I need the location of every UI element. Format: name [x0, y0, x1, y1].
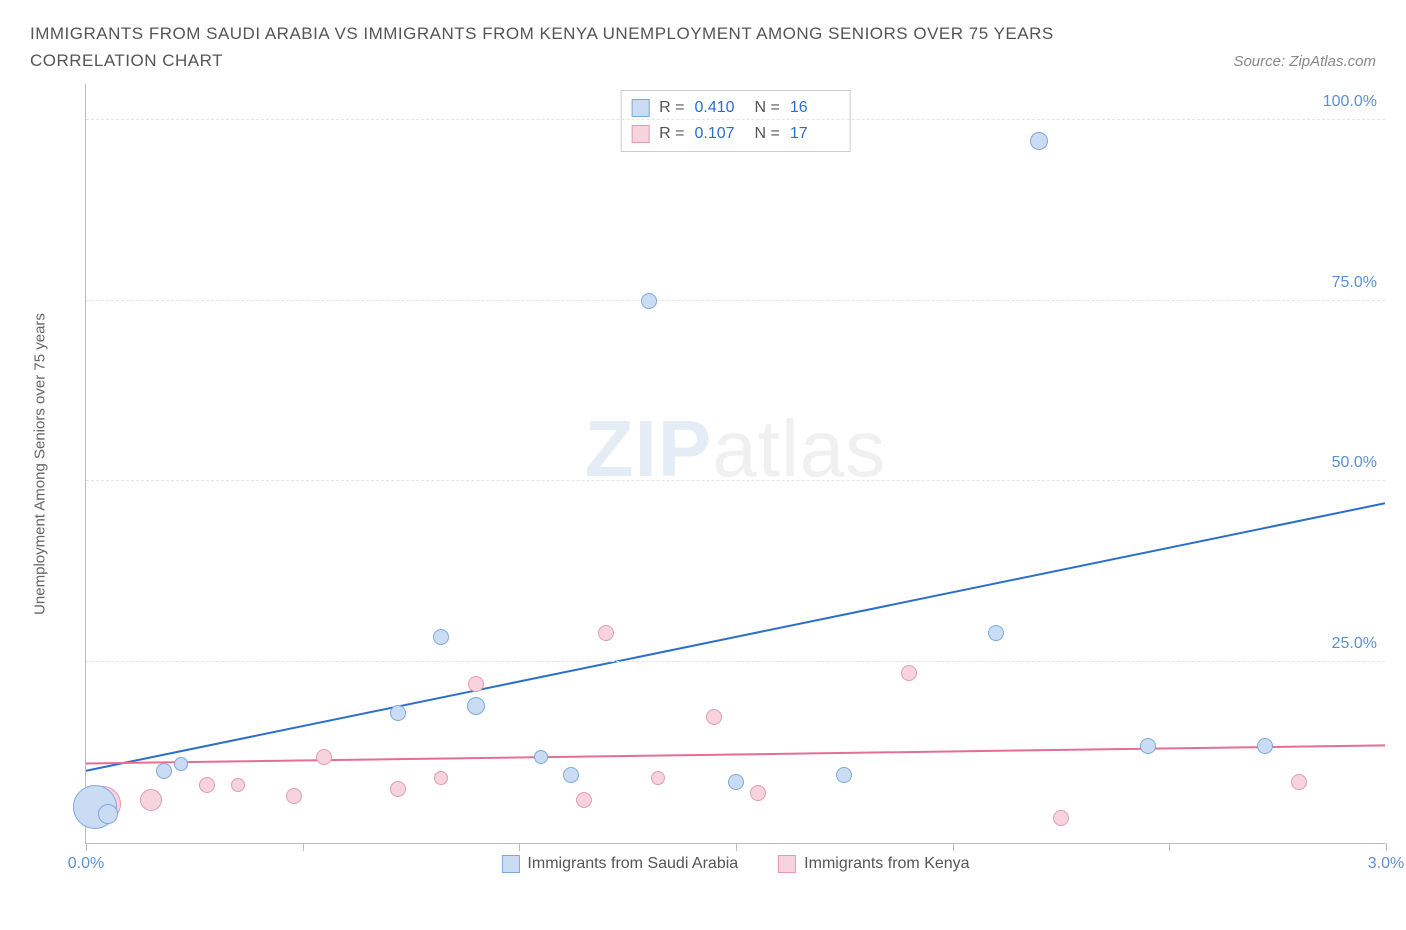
data-point-kenya — [434, 771, 448, 785]
swatch-saudi-icon — [501, 855, 519, 873]
x-tick — [736, 843, 737, 851]
data-point-saudi — [467, 697, 485, 715]
y-tick-label: 50.0% — [1332, 454, 1377, 472]
data-point-kenya — [598, 625, 614, 641]
r-value-kenya: 0.107 — [695, 121, 745, 147]
data-point-saudi — [174, 757, 188, 771]
legend-label-saudi: Immigrants from Saudi Arabia — [527, 855, 738, 873]
legend-stats-box: R = 0.410 N = 16 R = 0.107 N = 17 — [620, 90, 851, 151]
title-block: IMMIGRANTS FROM SAUDI ARABIA VS IMMIGRAN… — [30, 20, 1376, 74]
data-point-saudi — [98, 804, 118, 824]
legend-item-kenya: Immigrants from Kenya — [778, 855, 969, 873]
data-point-kenya — [286, 788, 302, 804]
data-point-saudi — [534, 750, 548, 764]
legend-stats-row-kenya: R = 0.107 N = 17 — [631, 121, 840, 147]
trend-line-kenya — [86, 746, 1385, 764]
x-tick — [519, 843, 520, 851]
x-tick — [953, 843, 954, 851]
chart-title-line1: IMMIGRANTS FROM SAUDI ARABIA VS IMMIGRAN… — [30, 20, 1376, 47]
n-label: N = — [755, 121, 780, 147]
y-tick-label: 100.0% — [1323, 93, 1377, 111]
gridline — [86, 661, 1385, 662]
data-point-saudi — [390, 705, 406, 721]
data-point-saudi — [836, 767, 852, 783]
gridline — [86, 119, 1385, 120]
swatch-kenya-icon — [778, 855, 796, 873]
data-point-saudi — [563, 767, 579, 783]
data-point-saudi — [728, 774, 744, 790]
data-point-kenya — [1053, 810, 1069, 826]
x-tick — [1386, 843, 1387, 851]
data-point-saudi — [1140, 738, 1156, 754]
data-point-saudi — [156, 763, 172, 779]
data-point-kenya — [199, 777, 215, 793]
trend-lines — [86, 84, 1385, 843]
legend-label-kenya: Immigrants from Kenya — [804, 855, 969, 873]
chart-title-line2: CORRELATION CHART — [30, 47, 223, 74]
data-point-saudi — [1030, 132, 1048, 150]
data-point-kenya — [390, 781, 406, 797]
x-tick-label: 0.0% — [68, 855, 104, 873]
r-value-saudi: 0.410 — [695, 95, 745, 121]
y-axis-title: Unemployment Among Seniors over 75 years — [32, 313, 49, 615]
plot-area: ZIPatlas R = 0.410 N = 16 R = 0.107 N = … — [85, 84, 1385, 844]
data-point-kenya — [576, 792, 592, 808]
data-point-saudi — [641, 293, 657, 309]
r-label: R = — [659, 95, 684, 121]
data-point-kenya — [316, 749, 332, 765]
swatch-saudi-icon — [631, 99, 649, 117]
x-tick — [303, 843, 304, 851]
gridline — [86, 480, 1385, 481]
x-tick — [86, 843, 87, 851]
chart-container: Unemployment Among Seniors over 75 years… — [30, 84, 1376, 844]
swatch-kenya-icon — [631, 125, 649, 143]
watermark-bold: ZIP — [585, 404, 712, 493]
n-value-kenya: 17 — [790, 121, 840, 147]
watermark-rest: atlas — [712, 404, 886, 493]
gridline — [86, 300, 1385, 301]
r-label: R = — [659, 121, 684, 147]
data-point-saudi — [988, 625, 1004, 641]
y-tick-label: 75.0% — [1332, 274, 1377, 292]
data-point-kenya — [750, 785, 766, 801]
legend-item-saudi: Immigrants from Saudi Arabia — [501, 855, 738, 873]
data-point-kenya — [651, 771, 665, 785]
legend-series: Immigrants from Saudi Arabia Immigrants … — [501, 855, 969, 873]
legend-stats-row-saudi: R = 0.410 N = 16 — [631, 95, 840, 121]
data-point-kenya — [468, 676, 484, 692]
data-point-kenya — [140, 789, 162, 811]
y-tick-label: 25.0% — [1332, 635, 1377, 653]
n-label: N = — [755, 95, 780, 121]
source-label: Source: ZipAtlas.com — [1233, 53, 1376, 70]
data-point-saudi — [1257, 738, 1273, 754]
x-tick-label: 3.0% — [1368, 855, 1404, 873]
data-point-kenya — [231, 778, 245, 792]
data-point-kenya — [1291, 774, 1307, 790]
trend-line-saudi — [86, 504, 1385, 771]
n-value-saudi: 16 — [790, 95, 840, 121]
data-point-kenya — [706, 709, 722, 725]
data-point-kenya — [901, 665, 917, 681]
data-point-saudi — [433, 629, 449, 645]
x-tick — [1169, 843, 1170, 851]
